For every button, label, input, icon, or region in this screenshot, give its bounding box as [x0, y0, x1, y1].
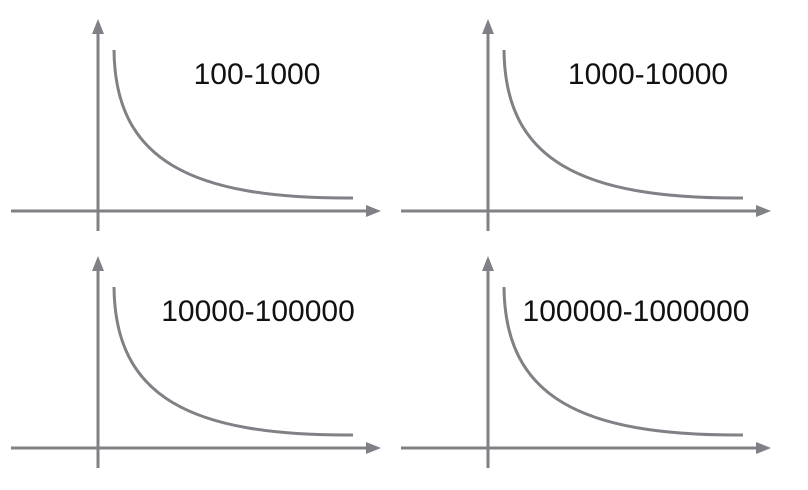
x-axis-arrow-4	[756, 442, 771, 454]
panel-label-4: 100000-1000000	[522, 295, 750, 328]
y-axis-arrow-2	[482, 19, 494, 34]
panel-label-3: 10000-100000	[161, 295, 355, 328]
decay-curve-2	[502, 49, 744, 200]
panel-label-2: 1000-10000	[567, 58, 729, 91]
x-axis-arrow-1	[366, 205, 381, 217]
x-axis-arrow-2	[756, 205, 771, 217]
decay-curve-4	[502, 286, 744, 437]
y-axis-arrow-1	[92, 19, 104, 34]
panel-label-1: 100-1000	[193, 58, 321, 91]
decay-curve-1	[112, 49, 354, 200]
y-axis-arrow-4	[482, 256, 494, 271]
y-axis-arrow-3	[92, 256, 104, 271]
x-axis-arrow-3	[366, 442, 381, 454]
decay-curve-3	[112, 286, 354, 437]
